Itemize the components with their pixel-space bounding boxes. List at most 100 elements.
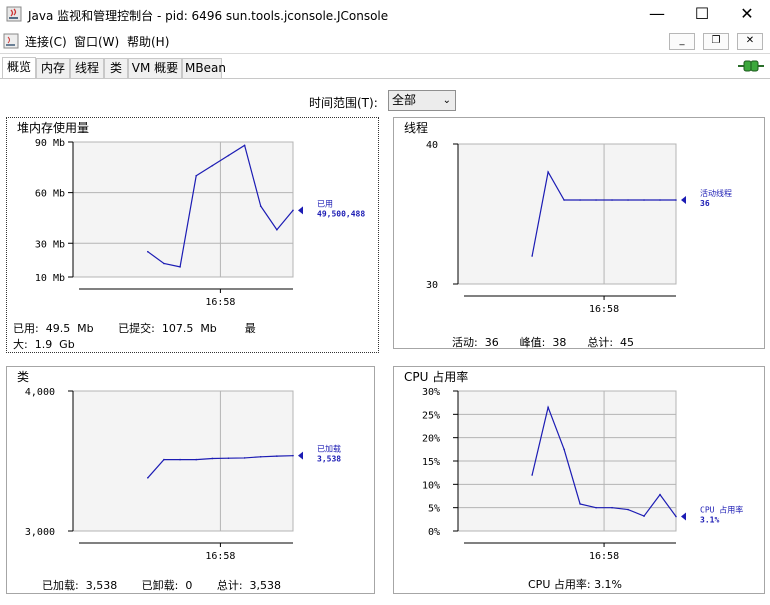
time-range-label: 时间范围(T):: [309, 96, 378, 110]
window-title: Java 监视和管理控制台 - pid: 6496 sun.tools.jcon…: [28, 9, 389, 23]
y-tick-label: 5%: [428, 504, 440, 515]
java-app-icon: [6, 6, 22, 22]
minimize-button[interactable]: —: [649, 4, 665, 23]
heap-summary-line1: 已用: 49.5 Mb 已提交: 107.5 Mb 最: [13, 322, 256, 335]
heap-panel[interactable]: 堆内存使用量 90 Mb 60 Mb 30 Mb 10 Mb 16:58 已用 49,500…: [6, 117, 379, 353]
data-point: [179, 266, 181, 268]
data-point: [611, 199, 613, 201]
data-point: [163, 458, 165, 461]
x-tick-label: 16:58: [589, 304, 619, 315]
internal-restore-button[interactable]: ❐: [703, 33, 729, 50]
data-point: [227, 457, 230, 459]
classes-panel-title: 类: [15, 368, 32, 385]
series-name-label: CPU 占用率: [700, 505, 743, 515]
series-name-label: 活动线程: [700, 188, 732, 198]
data-point: [611, 506, 613, 509]
tab-memory[interactable]: 内存: [36, 58, 70, 78]
data-point: [292, 454, 294, 457]
cpu-panel-title: CPU 占用率: [402, 368, 471, 385]
series-value-label: 3,538: [317, 455, 341, 464]
data-point: [675, 515, 677, 518]
x-tick-label: 16:58: [205, 297, 235, 308]
cpu-summary: CPU 占用率: 3.1%: [528, 578, 623, 591]
series-value-label: 36: [700, 199, 710, 208]
menu-connection[interactable]: 连接(C): [25, 35, 67, 49]
y-tick-label: 40: [426, 140, 438, 151]
y-tick-label: 60 Mb: [35, 189, 65, 200]
data-point: [227, 154, 230, 157]
heap-summary-line2: 大: 1.9 Gb: [13, 338, 75, 351]
internal-minimize-button[interactable]: _: [669, 33, 695, 50]
threads-summary: 活动: 36 峰值: 38 总计: 45: [452, 336, 635, 349]
tab-mbean[interactable]: MBean: [182, 58, 226, 78]
data-point: [547, 171, 549, 173]
chevron-down-icon: ⌄: [442, 95, 451, 106]
data-point: [563, 199, 565, 201]
time-range-value: 全部: [392, 93, 417, 107]
data-point: [595, 199, 597, 201]
data-point: [659, 493, 661, 496]
x-tick-label: 16:58: [589, 551, 619, 562]
y-tick-label: 10 Mb: [35, 273, 65, 284]
data-point: [579, 503, 581, 505]
data-point: [531, 255, 533, 257]
data-point: [659, 199, 661, 201]
data-point: [243, 144, 246, 147]
java-document-icon: [3, 33, 19, 49]
content-area: 概览 内存 线程 类 VM 概要 MBean 时间范围(T): 全部 ⌄ 堆内存…: [0, 53, 770, 605]
cpu-panel[interactable]: CPU 占用率 30% 25% 20% 15% 10% 5% 0% 16:58 CPU 占用率 3…: [393, 366, 765, 594]
tab-divider: [0, 78, 770, 79]
series-value-label: 49,500,488: [317, 209, 365, 218]
menu-window[interactable]: 窗口(W): [74, 35, 120, 49]
y-tick-label: 15%: [422, 457, 440, 468]
menu-help[interactable]: 帮助(H): [127, 35, 170, 49]
close-button[interactable]: ✕: [740, 4, 754, 23]
plot-area: [72, 141, 294, 278]
series-line: [147, 144, 294, 268]
internal-close-button[interactable]: ✕: [737, 33, 763, 50]
time-range-select[interactable]: 全部 ⌄: [388, 90, 456, 111]
data-point: [163, 262, 165, 265]
data-point: [276, 455, 278, 457]
data-point: [643, 199, 645, 201]
data-point: [276, 228, 278, 231]
series-marker: [681, 196, 686, 204]
tab-overview[interactable]: 概览: [2, 57, 36, 79]
title-bar: Java 监视和管理控制台 - pid: 6496 sun.tools.jcon…: [0, 0, 770, 30]
plot-area: [457, 143, 677, 285]
y-tick-label: 30 Mb: [35, 239, 65, 250]
threads-panel[interactable]: 线程 40 30 16:58 活动线程 36 活动: 36 峰值: 38 总计: 45: [393, 117, 765, 349]
data-point: [259, 205, 262, 207]
data-point: [211, 457, 214, 460]
connection-status-icon: [738, 60, 764, 72]
series-line: [531, 170, 676, 257]
y-tick-label: 20%: [422, 434, 440, 445]
data-point: [179, 458, 181, 461]
data-point: [627, 508, 629, 511]
data-point: [579, 199, 581, 201]
x-tick-label: 16:58: [205, 551, 235, 562]
data-point: [147, 250, 149, 253]
data-point: [675, 199, 677, 201]
tab-vm-summary[interactable]: VM 概要: [128, 58, 182, 78]
maximize-button[interactable]: ☐: [694, 4, 710, 23]
plot-area: [72, 390, 294, 532]
heap-panel-title: 堆内存使用量: [15, 119, 92, 136]
classes-panel[interactable]: 类 4,000 3,000 16:58 已加载 3,538 已加载: 3,538 已卸载…: [6, 366, 375, 594]
classes-summary: 已加载: 3,538 已卸载: 0 总计: 3,538: [42, 579, 282, 592]
data-point: [147, 477, 149, 479]
tab-classes[interactable]: 类: [104, 58, 128, 78]
series-name-label: 已加载: [317, 444, 341, 454]
data-point: [243, 457, 246, 459]
data-point: [547, 406, 549, 409]
data-point: [563, 448, 565, 451]
y-tick-label: 10%: [422, 480, 440, 491]
tab-threads[interactable]: 线程: [70, 58, 104, 78]
series-line: [147, 455, 294, 479]
data-point: [259, 456, 262, 458]
data-point: [195, 458, 197, 461]
